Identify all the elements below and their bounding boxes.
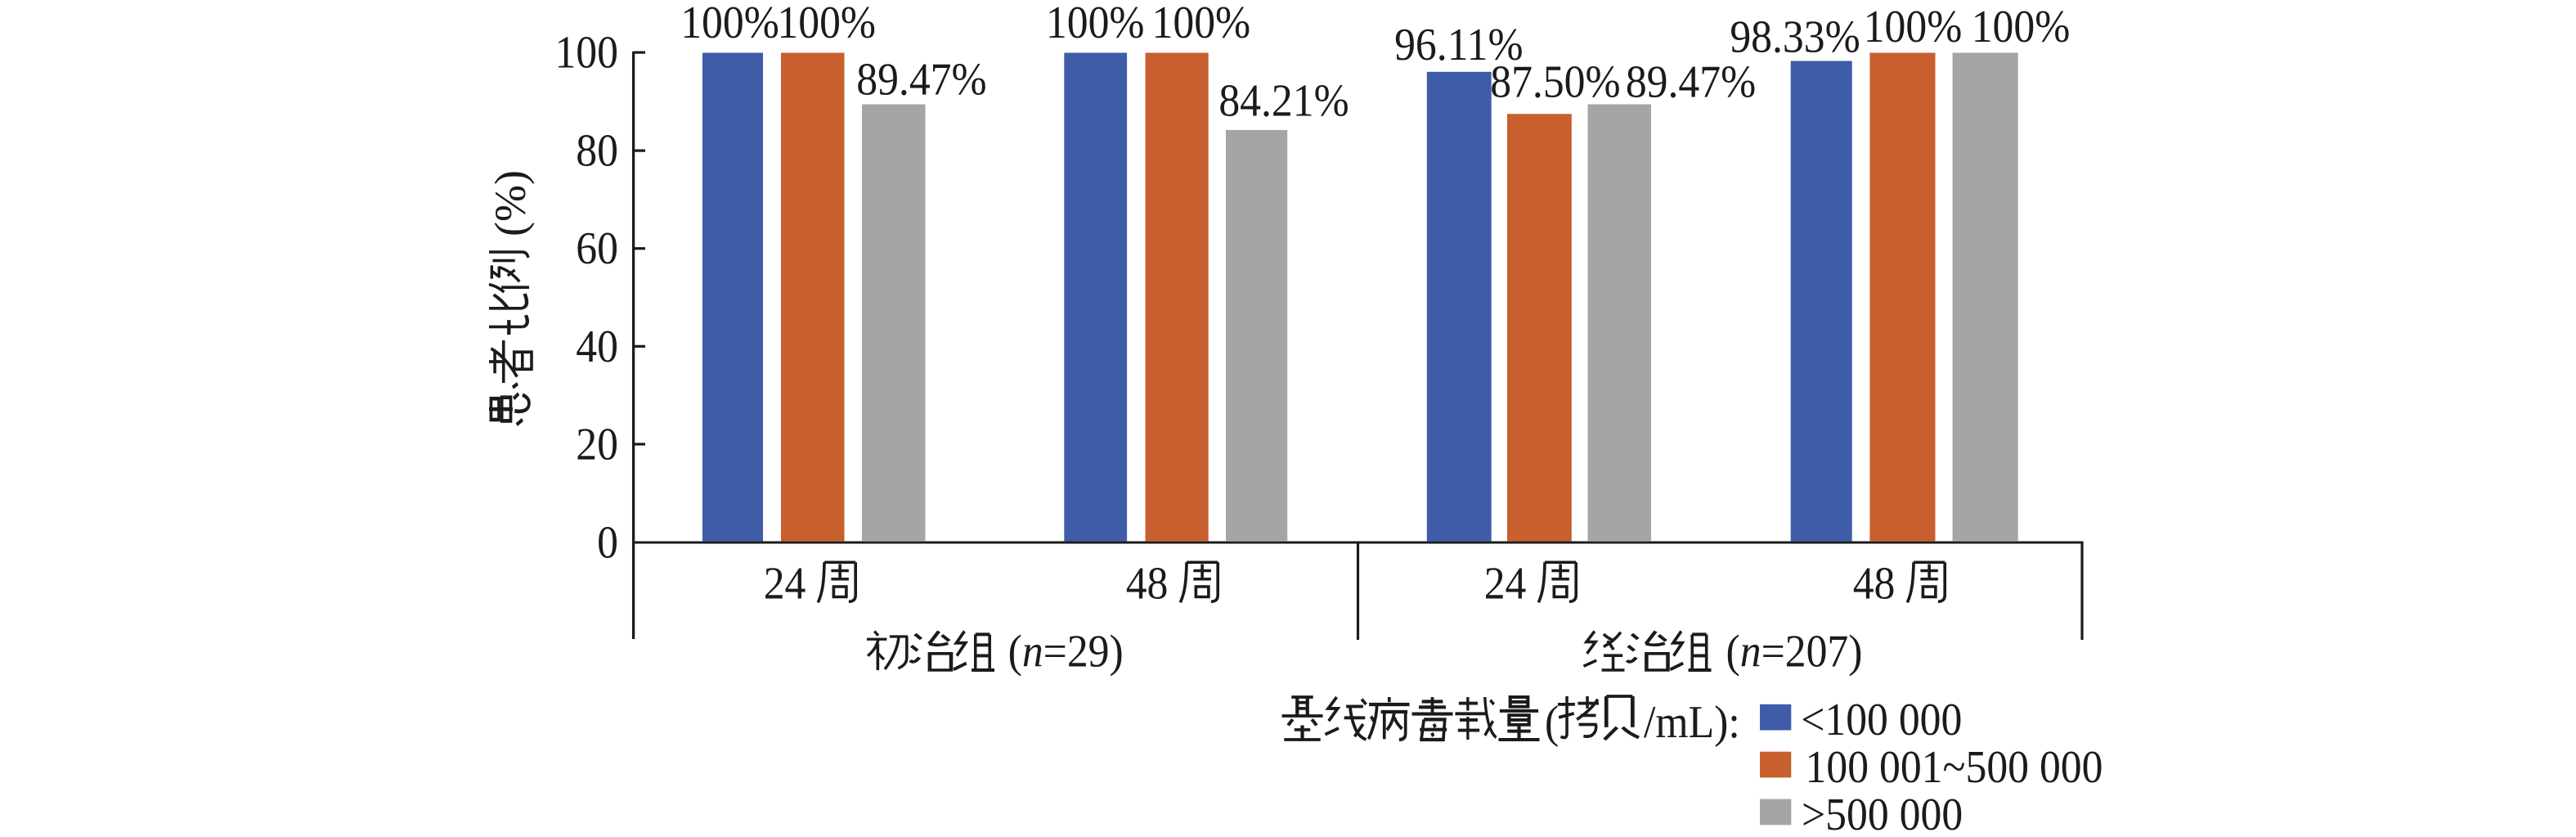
svg-text:>500 000: >500 000 [1802,789,1963,837]
svg-text:/mL):: /mL): [1644,696,1740,747]
svg-text:98.33%: 98.33% [1730,11,1860,62]
svg-text:(%): (%) [486,170,535,236]
svg-text:24: 24 [764,557,806,608]
svg-text:100%: 100% [1864,1,1963,52]
svg-text:(n=29): (n=29) [1008,626,1124,677]
svg-text:48: 48 [1853,557,1896,608]
svg-text:48: 48 [1126,557,1169,608]
svg-text:100%: 100% [680,0,779,47]
svg-text:40: 40 [576,321,618,371]
svg-text:89.47%: 89.47% [1626,56,1756,107]
svg-text:100%: 100% [1046,0,1145,47]
svg-text:(: ( [1545,696,1559,747]
svg-text:96.11%: 96.11% [1394,19,1523,70]
svg-text:80: 80 [576,125,618,176]
svg-text:84.21%: 84.21% [1218,75,1349,126]
svg-text:60: 60 [576,223,618,273]
svg-text:20: 20 [576,418,618,469]
svg-text:100%: 100% [1972,1,2071,52]
svg-text:100: 100 [554,27,618,78]
svg-text:87.50%: 87.50% [1490,56,1620,107]
svg-text:100%: 100% [1151,0,1250,47]
svg-text:100 001~500 000: 100 001~500 000 [1806,741,2103,792]
svg-text:100%: 100% [777,0,876,47]
svg-text:0: 0 [597,516,618,567]
svg-text:89.47%: 89.47% [856,54,986,105]
svg-text:24: 24 [1484,557,1527,608]
svg-text:<100 000: <100 000 [1801,694,1962,745]
svg-text:(n=207): (n=207) [1726,626,1863,677]
